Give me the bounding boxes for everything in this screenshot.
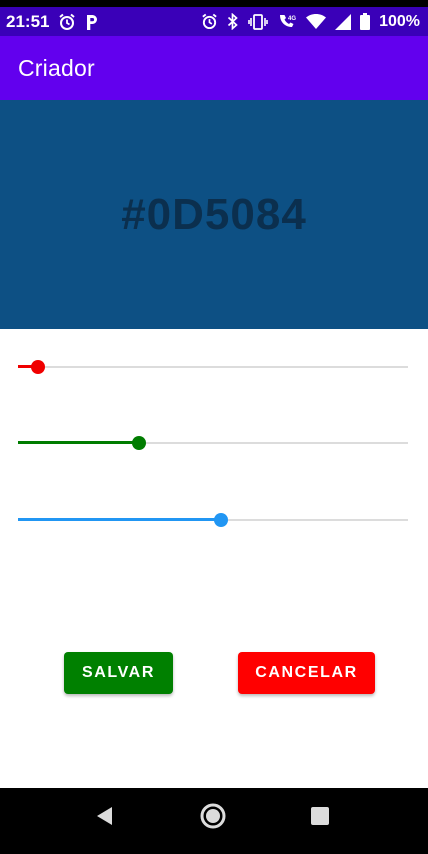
red-slider[interactable] [18, 355, 408, 379]
slider-fill [18, 365, 38, 368]
app-bar: Criador [0, 36, 428, 100]
slider-fill [18, 518, 221, 521]
hex-code-label: #0D5084 [121, 189, 307, 239]
vibrate-icon [248, 13, 268, 30]
blue-slider[interactable] [18, 508, 408, 532]
app-title: Criador [18, 54, 95, 81]
wifi-calling-icon: 4G [277, 13, 297, 30]
green-slider[interactable] [18, 431, 408, 455]
svg-text:4G: 4G [288, 16, 296, 22]
wifi-icon [306, 13, 327, 30]
status-time: 21:51 [6, 11, 50, 31]
status-left: 21:51 [6, 12, 99, 32]
slider-track [18, 442, 408, 444]
back-icon[interactable] [75, 788, 135, 844]
recents-icon[interactable] [290, 788, 350, 844]
battery-icon [360, 13, 371, 30]
slider-track [18, 366, 408, 368]
cancel-button[interactable]: CANCELAR [238, 652, 375, 694]
slider-thumb[interactable] [131, 436, 146, 450]
signal-icon [335, 13, 352, 30]
top-strip [0, 0, 428, 7]
home-icon[interactable] [183, 788, 243, 844]
color-preview: #0D5084 [0, 100, 428, 329]
bluetooth-icon [227, 13, 239, 30]
status-right: 4G 100% [201, 13, 420, 31]
slider-thumb[interactable] [213, 513, 228, 527]
parking-icon [85, 14, 99, 30]
alarm-icon [58, 13, 76, 31]
battery-percent: 100% [379, 12, 420, 30]
save-button[interactable]: SALVAR [64, 652, 173, 694]
status-bar: 21:51 4G [0, 7, 428, 36]
slider-thumb[interactable] [30, 360, 45, 374]
slider-fill [18, 441, 139, 444]
navigation-bar [0, 788, 428, 854]
alarm-icon [201, 13, 218, 30]
